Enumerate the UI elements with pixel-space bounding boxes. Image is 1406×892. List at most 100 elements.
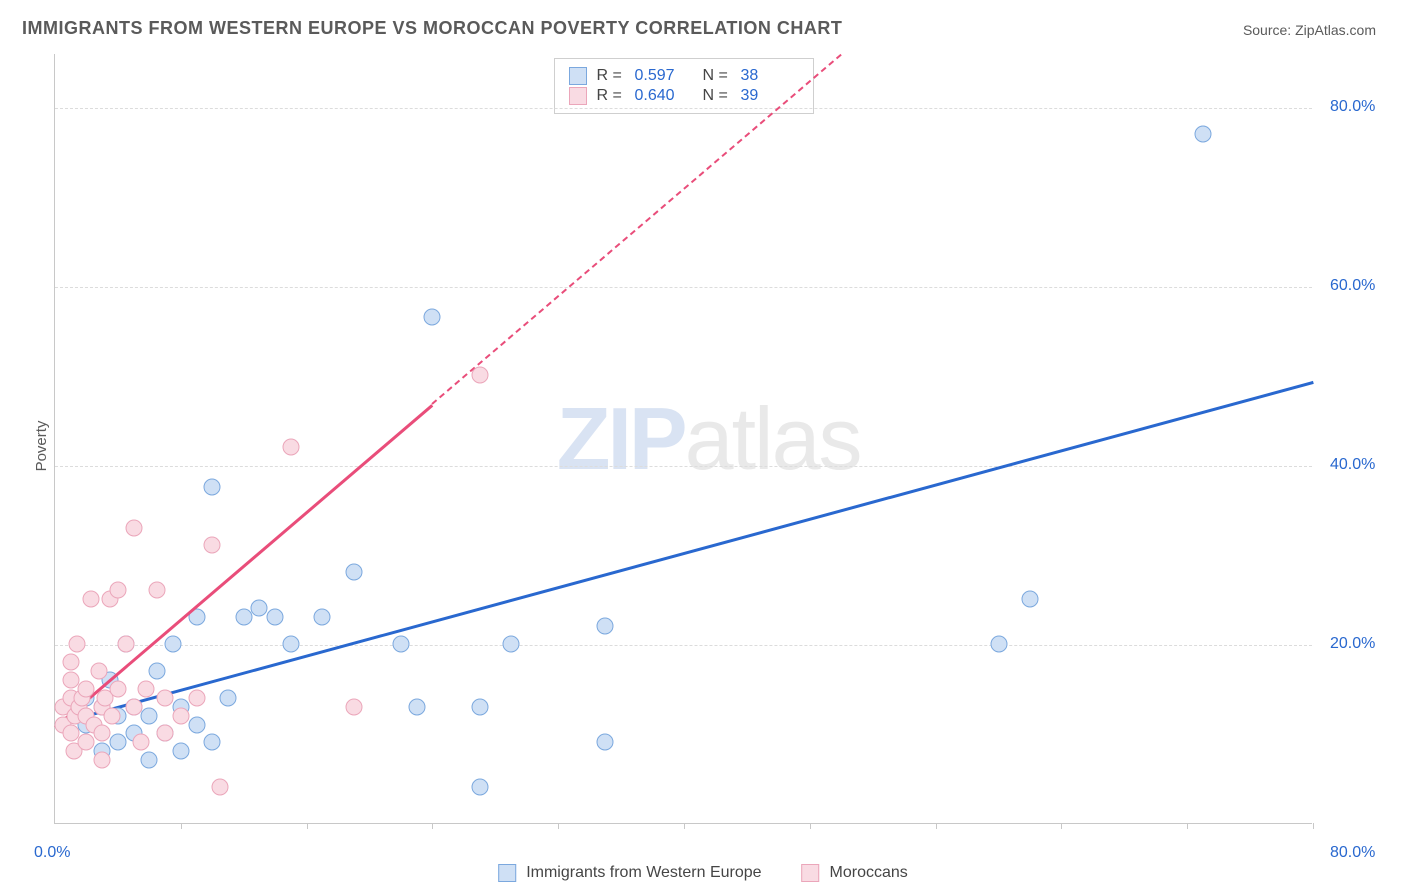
data-point xyxy=(103,707,120,724)
n-label: N = xyxy=(703,67,731,85)
data-point xyxy=(157,689,174,706)
data-point xyxy=(125,698,142,715)
data-point xyxy=(78,734,95,751)
data-point xyxy=(164,635,181,652)
correlation-legend: R =0.597N =38R =0.640N =39 xyxy=(554,58,814,114)
watermark-part1: ZIP xyxy=(557,389,685,488)
x-tick xyxy=(1061,823,1062,829)
data-point xyxy=(125,519,142,536)
data-point xyxy=(204,537,221,554)
legend-row: R = 0.597 N = 38 xyxy=(569,67,799,85)
watermark-part2: atlas xyxy=(685,389,861,488)
data-point xyxy=(204,479,221,496)
n-label: N = xyxy=(703,87,731,105)
data-point xyxy=(94,725,111,742)
source-name: ZipAtlas.com xyxy=(1295,22,1376,38)
y-tick-label: 20.0% xyxy=(1330,635,1375,653)
data-point xyxy=(314,609,331,626)
data-point xyxy=(597,618,614,635)
data-point xyxy=(117,635,134,652)
chart-title: IMMIGRANTS FROM WESTERN EUROPE VS MOROCC… xyxy=(22,18,842,39)
x-tick xyxy=(1187,823,1188,829)
legend-swatch xyxy=(802,864,820,882)
data-point xyxy=(141,752,158,769)
data-point xyxy=(990,635,1007,652)
data-point xyxy=(141,707,158,724)
series-legend: Immigrants from Western Europe Moroccans xyxy=(498,864,908,882)
data-point xyxy=(78,680,95,697)
r-value: 0.597 xyxy=(635,67,693,85)
data-point xyxy=(212,779,229,796)
r-label: R = xyxy=(597,87,625,105)
data-point xyxy=(138,680,155,697)
data-point xyxy=(204,734,221,751)
legend-label: Moroccans xyxy=(830,864,908,882)
x-tick xyxy=(181,823,182,829)
legend-swatch xyxy=(569,87,587,105)
x-tick xyxy=(936,823,937,829)
data-point xyxy=(471,698,488,715)
data-point xyxy=(408,698,425,715)
data-point xyxy=(133,734,150,751)
n-value: 38 xyxy=(741,67,799,85)
trend-line xyxy=(55,381,1314,726)
x-tick xyxy=(432,823,433,829)
data-point xyxy=(1021,591,1038,608)
data-point xyxy=(172,743,189,760)
data-point xyxy=(188,689,205,706)
x-tick xyxy=(558,823,559,829)
data-point xyxy=(424,309,441,326)
trend-line xyxy=(54,403,433,727)
grid-line xyxy=(55,645,1312,646)
data-point xyxy=(157,725,174,742)
legend-label: Immigrants from Western Europe xyxy=(526,864,761,882)
x-max-label: 80.0% xyxy=(1330,844,1375,862)
data-point xyxy=(282,635,299,652)
y-tick-label: 80.0% xyxy=(1330,98,1375,116)
data-point xyxy=(1194,125,1211,142)
data-point xyxy=(471,779,488,796)
data-point xyxy=(392,635,409,652)
data-point xyxy=(91,662,108,679)
data-point xyxy=(109,734,126,751)
y-axis-label: Poverty xyxy=(33,421,50,472)
legend-swatch xyxy=(498,864,516,882)
data-point xyxy=(62,725,79,742)
data-point xyxy=(471,367,488,384)
watermark: ZIPatlas xyxy=(557,388,861,490)
data-point xyxy=(69,635,86,652)
y-tick-label: 40.0% xyxy=(1330,456,1375,474)
legend-row: R =0.640N =39 xyxy=(569,87,799,105)
data-point xyxy=(109,582,126,599)
data-point xyxy=(503,635,520,652)
data-point xyxy=(83,591,100,608)
data-point xyxy=(62,671,79,688)
data-point xyxy=(62,653,79,670)
source-attribution: Source: ZipAtlas.com xyxy=(1243,22,1376,38)
r-value: 0.640 xyxy=(635,87,693,105)
data-point xyxy=(219,689,236,706)
data-point xyxy=(267,609,284,626)
scatter-plot-area: ZIPatlas R =0.597N =38R =0.640N =39 xyxy=(54,54,1312,824)
grid-line xyxy=(55,287,1312,288)
legend-swatch xyxy=(569,67,587,85)
x-tick xyxy=(810,823,811,829)
data-point xyxy=(188,716,205,733)
data-point xyxy=(149,662,166,679)
data-point xyxy=(282,438,299,455)
data-point xyxy=(172,707,189,724)
data-point xyxy=(94,752,111,769)
x-tick xyxy=(684,823,685,829)
data-point xyxy=(345,564,362,581)
legend-item: Moroccans xyxy=(802,864,908,882)
source-label: Source: xyxy=(1243,22,1295,38)
data-point xyxy=(109,680,126,697)
data-point xyxy=(345,698,362,715)
grid-line xyxy=(55,466,1312,467)
x-min-label: 0.0% xyxy=(34,844,70,862)
r-label: R = xyxy=(597,67,625,85)
data-point xyxy=(251,600,268,617)
x-tick xyxy=(1313,823,1314,829)
grid-line xyxy=(55,108,1312,109)
x-tick xyxy=(307,823,308,829)
